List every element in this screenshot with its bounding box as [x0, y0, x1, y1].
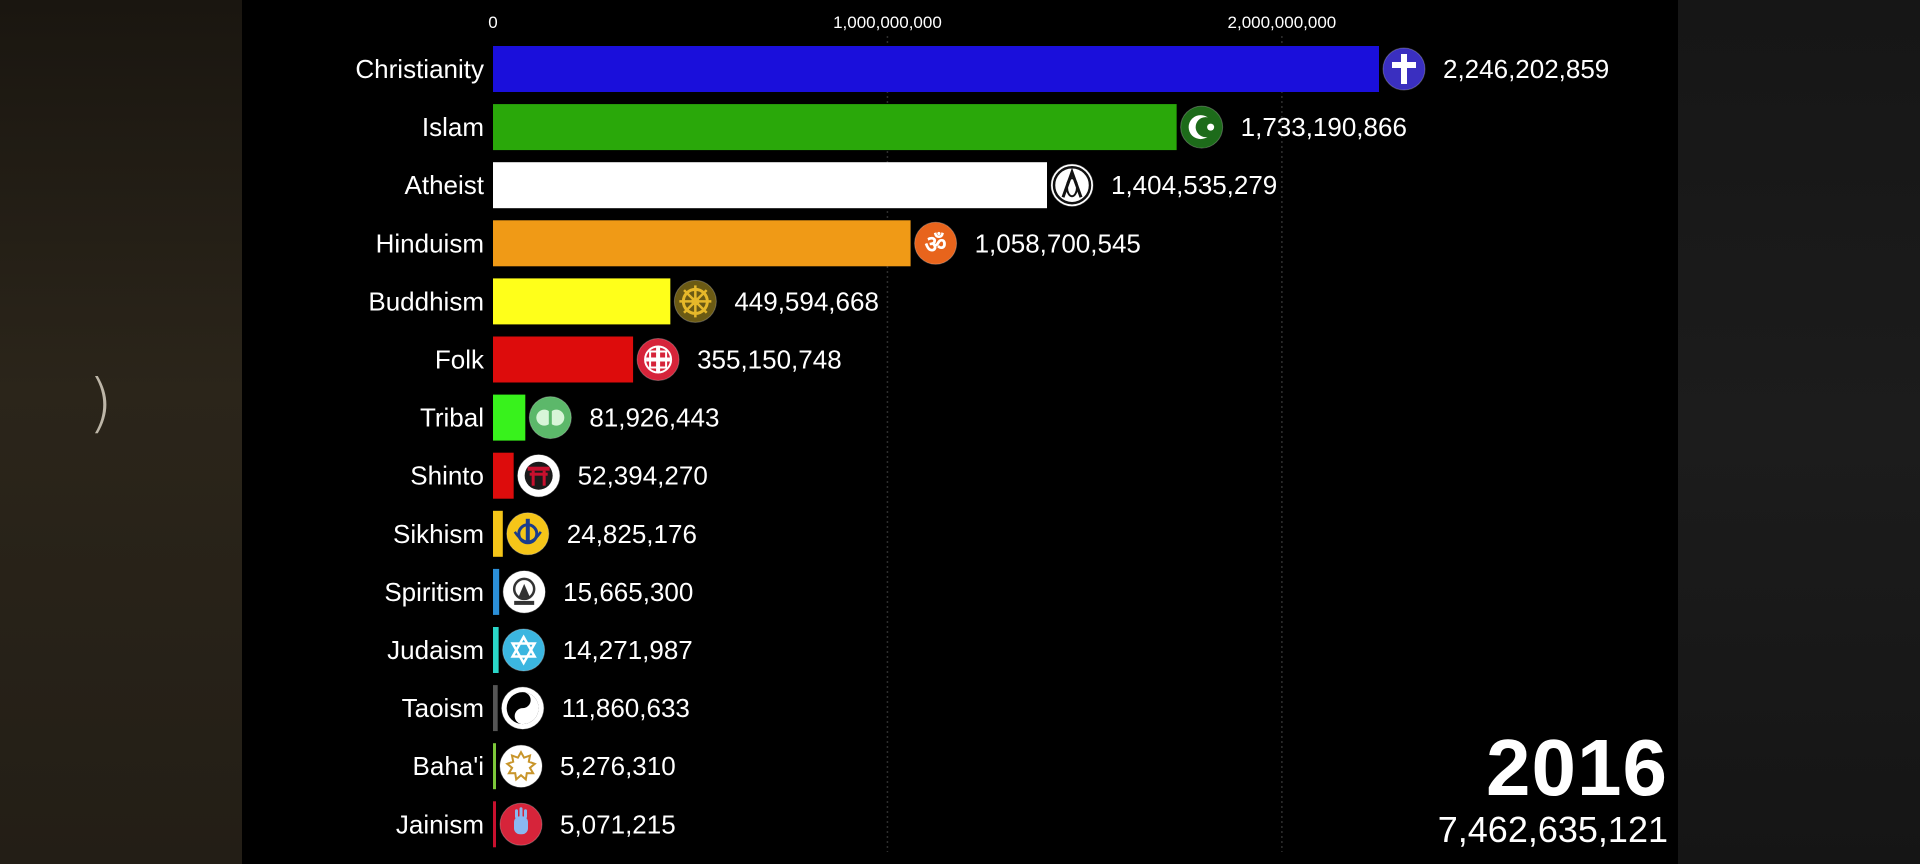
category-label: Tribal: [420, 403, 484, 433]
category-label: Sikhism: [393, 519, 484, 549]
left-side-panel: ): [0, 0, 242, 864]
category-label: Buddhism: [368, 286, 484, 316]
bar-row-islam: Islam 1,733,190,866: [422, 104, 1407, 151]
value-label: 11,860,633: [562, 693, 690, 723]
value-label: 5,276,310: [560, 751, 676, 781]
bar-row-folk: Folk 355,150,748: [435, 336, 842, 383]
bar-row-buddhism: Buddhism 449,594,668: [368, 278, 879, 325]
jain-hand-icon: [499, 802, 543, 846]
bar-atheist: [493, 162, 1048, 209]
bars-layer: Christianity 2,246,202,859 Islam 1,733,190,…: [355, 46, 1609, 848]
x-axis-ticks: 0 1,000,000,000 2,000,000,000: [488, 13, 1336, 32]
tree-of-life-icon: [528, 396, 572, 440]
year-label: 2016: [1486, 723, 1668, 812]
bar-taoism: [493, 685, 498, 732]
khanda-icon: [506, 512, 550, 556]
value-label: 1,733,190,866: [1241, 112, 1407, 142]
folk-symbol-icon: [636, 338, 680, 381]
bar-row-jainism: Jainism 5,071,215: [396, 801, 676, 848]
category-label: Judaism: [387, 635, 484, 665]
atheist-atom-icon: [1050, 163, 1094, 207]
bar-folk: [493, 336, 634, 383]
bar-spiritism: [493, 568, 500, 615]
bar-sikhism: [493, 510, 503, 557]
bahai-star-icon: [499, 744, 543, 788]
category-label: Hinduism: [376, 228, 484, 258]
value-label: 52,394,270: [578, 461, 708, 491]
left-edge-glyph: ): [88, 367, 113, 441]
bar-row-christianity: Christianity 2,246,202,859: [355, 46, 1609, 92]
christian-cross-icon: [1382, 47, 1426, 91]
om-icon: ॐ: [914, 221, 958, 265]
category-label: Christianity: [355, 54, 484, 84]
bar-row-atheist: Atheist 1,404,535,279: [405, 162, 1277, 209]
bar-judaism: [493, 627, 499, 673]
value-label: 1,058,700,545: [975, 228, 1141, 258]
right-side-panel: [1678, 0, 1920, 864]
x-tick-label-2: 2,000,000,000: [1228, 13, 1337, 32]
value-label: 15,665,300: [563, 577, 693, 607]
category-label: Islam: [422, 112, 484, 142]
crescent-star-icon: [1180, 105, 1224, 149]
value-label: 5,071,215: [560, 809, 676, 839]
bar-row-shinto: Shinto 52,394,270: [410, 452, 708, 499]
spiritism-icon: [502, 570, 546, 614]
bar-jainism: [493, 801, 496, 848]
bar-christianity: [493, 46, 1379, 92]
bar-row-tribal: Tribal 81,926,443: [420, 394, 719, 441]
torii-gate-icon: [517, 454, 561, 498]
category-label: Taoism: [402, 693, 484, 723]
bar-islam: [493, 104, 1177, 151]
category-label: Shinto: [410, 461, 484, 491]
category-label: Baha'i: [413, 751, 484, 781]
svg-text:ॐ: ॐ: [925, 230, 947, 258]
x-tick-label-0: 0: [488, 13, 497, 32]
category-label: Atheist: [405, 170, 485, 200]
bar-shinto: [493, 452, 514, 499]
category-label: Folk: [435, 345, 485, 375]
bar-row-spiritism: Spiritism 15,665,300: [384, 568, 693, 615]
value-label: 2,246,202,859: [1443, 54, 1609, 84]
bar-tribal: [493, 394, 526, 441]
bar-baha-i: [493, 743, 496, 790]
category-label: Spiritism: [384, 577, 484, 607]
value-label: 1,404,535,279: [1111, 170, 1277, 200]
x-tick-label-1: 1,000,000,000: [833, 13, 942, 32]
star-of-david-icon: [502, 628, 546, 672]
value-label: 24,825,176: [567, 519, 697, 549]
bar-row-judaism: Judaism 14,271,987: [387, 627, 693, 673]
bar-hinduism: [493, 220, 911, 267]
category-label: Jainism: [396, 809, 484, 839]
value-label: 355,150,748: [697, 345, 842, 375]
bar-row-hinduism: Hinduism ॐ 1,058,700,545: [376, 220, 1141, 267]
value-label: 14,271,987: [563, 635, 693, 665]
bar-row-baha-i: Baha'i 5,276,310: [413, 743, 676, 790]
dharma-wheel-icon: [673, 279, 717, 323]
population-total: 7,462,635,121: [1437, 809, 1668, 850]
yin-yang-icon: [501, 686, 545, 730]
bar-row-sikhism: Sikhism 24,825,176: [393, 510, 697, 557]
grid-layer: [886, 36, 1283, 852]
value-label: 449,594,668: [734, 286, 879, 316]
bar-row-taoism: Taoism 11,860,633: [402, 685, 690, 732]
value-label: 81,926,443: [589, 403, 719, 433]
bar-buddhism: [493, 278, 671, 325]
